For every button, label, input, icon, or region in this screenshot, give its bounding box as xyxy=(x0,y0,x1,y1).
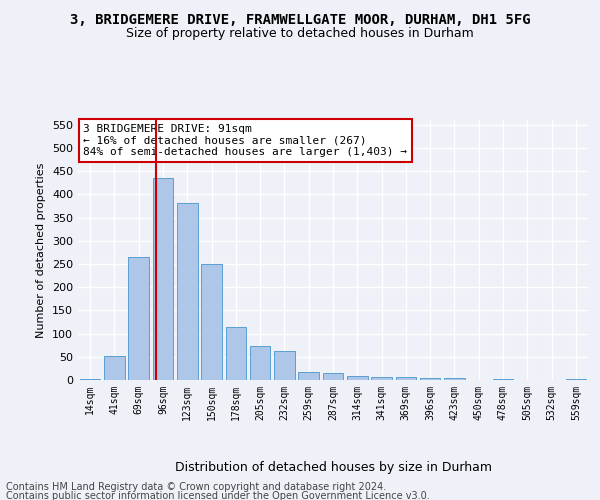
Text: Contains public sector information licensed under the Open Government Licence v3: Contains public sector information licen… xyxy=(6,491,430,500)
Text: Size of property relative to detached houses in Durham: Size of property relative to detached ho… xyxy=(126,28,474,40)
Bar xyxy=(420,378,440,380)
Bar xyxy=(566,378,586,380)
Bar xyxy=(395,377,416,380)
Bar xyxy=(298,372,319,380)
Bar xyxy=(274,351,295,380)
Bar xyxy=(177,202,197,380)
Y-axis label: Number of detached properties: Number of detached properties xyxy=(37,162,46,338)
Bar xyxy=(128,257,149,380)
Bar xyxy=(347,376,368,380)
Bar xyxy=(201,264,222,380)
Text: 3, BRIDGEMERE DRIVE, FRAMWELLGATE MOOR, DURHAM, DH1 5FG: 3, BRIDGEMERE DRIVE, FRAMWELLGATE MOOR, … xyxy=(70,12,530,26)
Bar xyxy=(80,378,100,380)
Bar xyxy=(104,356,125,380)
Text: Distribution of detached houses by size in Durham: Distribution of detached houses by size … xyxy=(175,461,491,474)
Bar xyxy=(371,377,392,380)
Bar xyxy=(152,178,173,380)
Bar xyxy=(493,378,514,380)
Bar xyxy=(323,373,343,380)
Bar xyxy=(444,378,465,380)
Bar xyxy=(226,326,246,380)
Text: Contains HM Land Registry data © Crown copyright and database right 2024.: Contains HM Land Registry data © Crown c… xyxy=(6,482,386,492)
Bar xyxy=(250,346,271,380)
Text: 3 BRIDGEMERE DRIVE: 91sqm
← 16% of detached houses are smaller (267)
84% of semi: 3 BRIDGEMERE DRIVE: 91sqm ← 16% of detac… xyxy=(83,124,407,157)
